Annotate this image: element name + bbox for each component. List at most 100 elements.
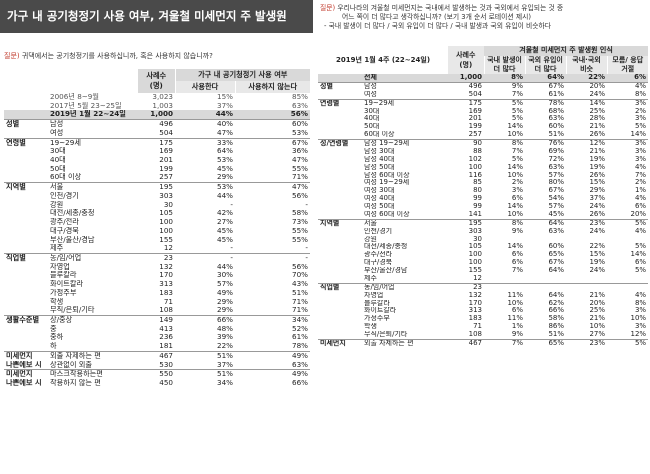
table-row: 60대 이상 257 10% 51% 26% 14% <box>318 131 648 139</box>
row-group <box>4 325 48 334</box>
row-group <box>4 333 48 342</box>
table-row: 자영업 132 44% 56% <box>4 263 310 272</box>
row-similar: 24% <box>589 203 606 210</box>
row-subgroup: 여성 40대 <box>364 195 395 203</box>
table-row: 블루칼라 170 30% 70% <box>4 271 310 280</box>
row-unknown: 14% <box>630 131 647 139</box>
row-subgroup: 중하 <box>50 333 64 342</box>
row-unknown <box>607 275 648 283</box>
row-sample: 1,000 <box>448 74 485 83</box>
col-use: 사용한다 <box>174 81 235 93</box>
row-sample: 155 <box>468 267 483 274</box>
row-domestic: 7% <box>484 338 526 348</box>
row-subgroup: 19~29세 <box>362 98 449 108</box>
row-group <box>4 156 48 165</box>
row-use: 42% <box>217 209 233 218</box>
table-row: 50대 199 45% 55% <box>4 165 310 174</box>
row-unknown: 5% <box>607 338 649 348</box>
row-unknown: 4% <box>634 227 647 235</box>
row-group: 나쁜에보 시 <box>6 360 42 369</box>
table-row: 2017년 5월 23~25일 1,003 37% 63% <box>4 102 310 111</box>
table-row: 여성 504 47% 53% <box>4 129 310 138</box>
table-row: 30대 169 5% 68% 25% 2% <box>318 108 648 116</box>
row-sample: 257 <box>468 131 483 139</box>
row-group <box>318 115 362 123</box>
row-foreign: 51% <box>548 331 565 338</box>
row-use: 29% <box>217 173 233 182</box>
row-use: 45% <box>217 226 233 235</box>
table-row: 학생 71 1% 86% 10% 3% <box>318 323 648 331</box>
row-sample: 102 <box>468 155 483 163</box>
row-use: - <box>175 252 235 263</box>
row-subgroup: 블루칼라 <box>50 271 77 280</box>
row-similar: 24% <box>589 90 606 98</box>
row-sample: 257 <box>159 173 173 182</box>
row-sample: 201 <box>468 115 483 123</box>
row-nouse: 66% <box>292 379 308 387</box>
table-row: 부산/울산/경남 155 45% 55% <box>4 236 310 245</box>
row-use: 44% <box>217 191 233 200</box>
table-row: 직업별 농/임/어업 23- - <box>4 252 310 263</box>
table-row: 남성 60대 이상 116 10% 57% 26% 7% <box>318 172 648 180</box>
row-group <box>4 298 48 307</box>
row-domestic: 10% <box>507 299 524 307</box>
row-similar: 25% <box>589 107 606 115</box>
row-group <box>4 271 48 280</box>
table-row: 미세먼지 마스크착용하는편 550 51% 49% <box>4 369 310 379</box>
table-row: 인천/경기 303 9% 63% 24% 4% <box>318 228 648 236</box>
row-foreign <box>525 236 566 244</box>
table-row: 연령별 19~29세 175 5% 78% 14% 3% <box>318 98 649 108</box>
row-sample: 467 <box>138 350 175 361</box>
row-nouse: 36% <box>292 147 308 156</box>
table-row: 여성 504 7% 61% 24% 8% <box>318 91 648 99</box>
row-unknown: 3% <box>634 323 647 331</box>
row-group <box>4 110 48 120</box>
table-row: 나쁜에보 시 착용하지 않는 편 450 34% 66% <box>4 379 310 388</box>
row-sample: 71 <box>163 297 173 306</box>
row-subgroup: 강원 <box>364 235 377 243</box>
row-similar: 19% <box>589 155 606 163</box>
row-nouse: 63% <box>292 360 308 369</box>
row-foreign: 67% <box>548 259 565 267</box>
row-unknown: 6% <box>634 259 647 267</box>
row-subgroup: 자영업 <box>364 291 384 299</box>
row-unknown: 3% <box>607 98 649 108</box>
row-subgroup: 대구/경북 <box>364 259 393 267</box>
row-sample: 413 <box>159 324 173 333</box>
table-row: 성별 남성 496 9% 67% 20% 4% <box>318 81 649 91</box>
right-panel: 질문) 우리나라의 겨울철 미세먼지는 국내에서 발생하는 것과 국외에서 유입… <box>316 0 650 474</box>
row-group <box>4 244 48 253</box>
row-sample: 132 <box>468 291 483 299</box>
row-use: 40% <box>175 119 235 129</box>
row-sample: 181 <box>159 342 173 351</box>
row-subgroup: 강원 <box>50 200 64 209</box>
row-subgroup: 무직/은퇴/기타 <box>364 331 408 338</box>
row-sample: 12 <box>163 244 173 253</box>
row-domestic: 5% <box>511 155 524 163</box>
row-group <box>318 300 362 308</box>
row-similar <box>566 282 608 292</box>
table-row: 전체 1,000 8% 64% 22% 6% <box>318 74 649 83</box>
row-sample: 100 <box>159 226 173 235</box>
row-group <box>4 192 48 201</box>
row-similar: 25% <box>589 307 606 315</box>
row-group: 직업별 <box>318 282 362 292</box>
row-unknown: 10% <box>630 315 647 323</box>
row-nouse: 55% <box>292 164 308 173</box>
row-domestic: 11% <box>507 291 524 299</box>
row-nouse: - <box>305 244 308 253</box>
row-unknown: 1% <box>634 187 647 195</box>
question-mark-right: 질문) <box>320 4 336 12</box>
row-foreign: 76% <box>525 138 567 148</box>
row-subgroup: 남성 40대 <box>364 155 395 163</box>
table-row: 대구/경북 100 45% 55% <box>4 227 310 236</box>
row-group <box>4 129 48 138</box>
table-row: 50대 199 14% 60% 21% 5% <box>318 123 648 131</box>
row-sample: 99 <box>473 203 483 210</box>
row-foreign: 60% <box>548 123 565 131</box>
row-domestic: 14% <box>507 123 524 131</box>
row-group <box>318 267 362 275</box>
row-use: 49% <box>217 288 233 297</box>
row-sample: 100 <box>468 251 483 259</box>
table-row: 무직/은퇴/기타 108 29% 71% <box>4 306 310 315</box>
